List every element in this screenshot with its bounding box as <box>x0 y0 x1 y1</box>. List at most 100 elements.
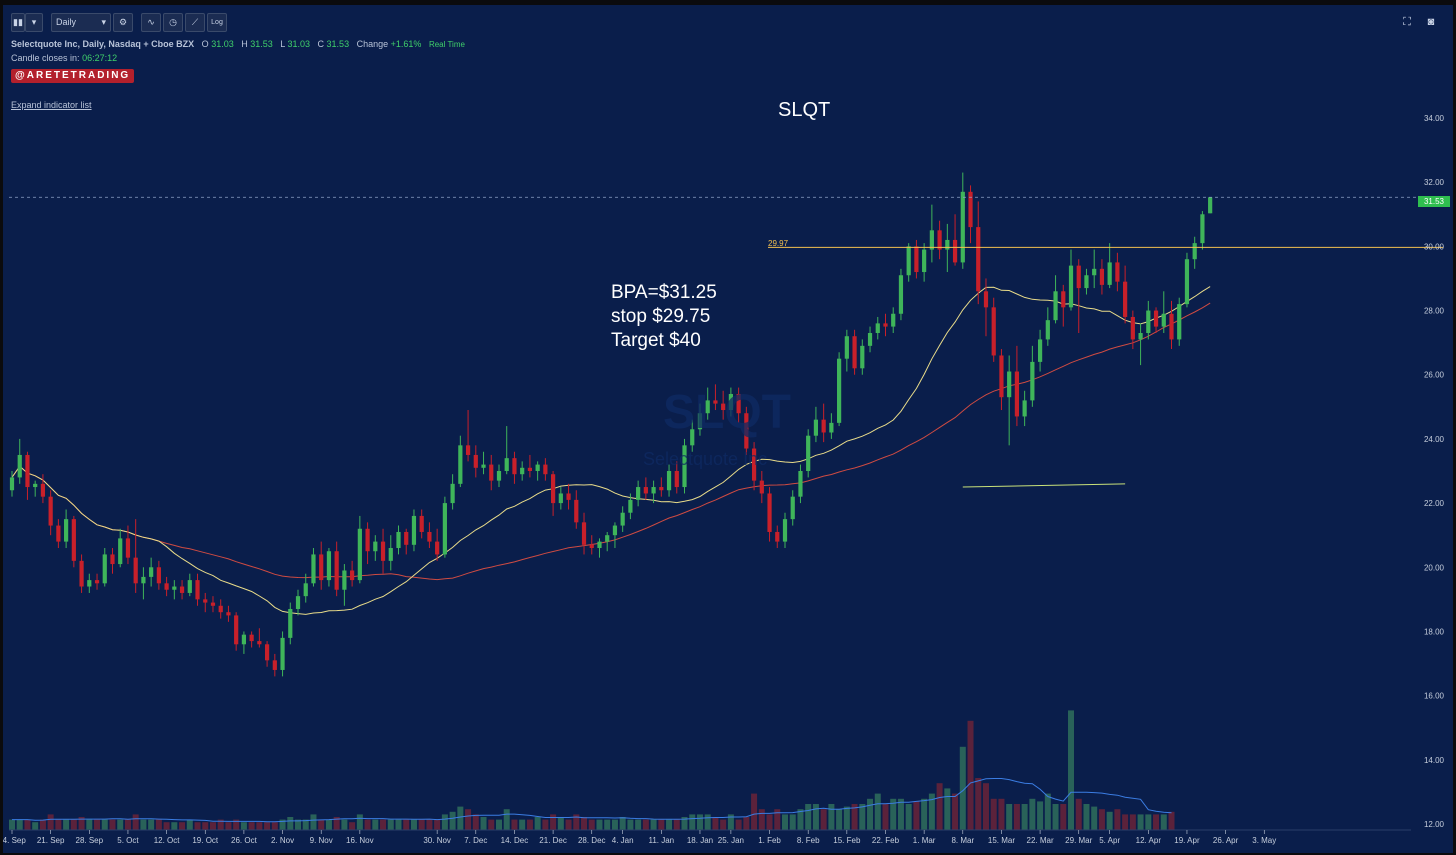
expand-indicator-link[interactable]: Expand indicator list <box>11 100 92 110</box>
low-label: L <box>280 39 285 49</box>
volume-bar <box>380 819 387 830</box>
time-axis-label: 5. Oct <box>117 836 139 845</box>
price-axis-label: 16.00 <box>1424 692 1445 701</box>
candle-body <box>674 471 679 488</box>
volume-bar <box>774 809 781 830</box>
chart-window: 34.00 32.00 30.00 28.00 26.00 24.00 22.00 20.00… <box>3 5 1453 853</box>
clock-icon[interactable]: ◷ <box>163 13 183 32</box>
volume-bar <box>1145 814 1152 830</box>
candle-body <box>666 471 672 491</box>
candle-body <box>589 544 594 549</box>
candle-body <box>141 576 146 584</box>
volume-bar <box>720 819 727 830</box>
indicator-icon[interactable]: ∿ <box>141 13 161 32</box>
volume-bar <box>828 804 835 830</box>
volume-bar <box>364 819 371 830</box>
candle-body <box>1208 197 1213 214</box>
candle-body <box>713 400 718 404</box>
volume-bar <box>1029 798 1036 830</box>
candle-body <box>767 493 772 532</box>
settings-icon[interactable]: ⚙ <box>113 13 133 32</box>
volume-bar <box>1021 804 1028 830</box>
volume-bar <box>959 746 966 830</box>
candle-body <box>272 660 277 670</box>
volume-bar <box>890 798 897 830</box>
chart-type-dropdown[interactable]: ▾ <box>25 13 43 32</box>
volume-bar <box>55 819 62 830</box>
candle-body <box>643 487 648 494</box>
time-axis-label: 14. Dec <box>501 836 529 845</box>
candle-body <box>450 483 455 504</box>
candle-body <box>682 445 687 488</box>
symbol-description: Selectquote Inc, Daily, Nasdaq + Cboe BZ… <box>11 39 195 49</box>
volume-bar <box>70 819 77 830</box>
candle-body <box>1184 259 1190 305</box>
candle-close-label: Candle closes in: <box>11 53 80 63</box>
volume-bar <box>666 819 673 830</box>
candle-body <box>249 634 254 642</box>
volume-bar <box>867 798 874 830</box>
candle-body <box>458 445 463 484</box>
candle-body <box>64 519 69 542</box>
volume-bar <box>333 817 340 830</box>
volume-bar <box>782 814 788 830</box>
candle-body <box>1138 333 1143 340</box>
volume-bar <box>39 819 46 830</box>
candle-body <box>133 557 138 584</box>
candle-body <box>94 580 100 584</box>
volume-bar <box>1160 814 1167 830</box>
price-axis-label: 24.00 <box>1424 435 1445 444</box>
price-axis-label: 30.00 <box>1424 242 1445 251</box>
time-axis-label: 9. Nov <box>310 836 333 845</box>
volume-bar <box>318 819 325 830</box>
log-icon[interactable]: Log <box>207 13 227 32</box>
candle-body <box>203 599 208 603</box>
fullscreen-icon[interactable]: ⛶ <box>1403 16 1411 28</box>
change-value: +1.61% <box>390 39 422 49</box>
price-chart[interactable]: 34.00 32.00 30.00 28.00 26.00 24.00 22.00 20.00… <box>3 5 1453 853</box>
candle-body <box>118 538 123 565</box>
candle-body <box>883 323 888 327</box>
volume-bar <box>1044 793 1051 830</box>
candle-body <box>821 419 826 433</box>
volume-bar <box>650 819 657 830</box>
close-label: C <box>317 39 325 49</box>
open-value: 31.03 <box>211 39 234 49</box>
volume-bar <box>1091 806 1098 830</box>
candles-icon[interactable]: ▮▮ <box>11 13 25 32</box>
candle-body <box>759 480 764 494</box>
price-axis-label: 14.00 <box>1424 756 1445 765</box>
volume-bar <box>16 819 23 830</box>
time-axis-label: 21. Dec <box>539 836 567 845</box>
volume-bar <box>395 819 402 830</box>
candle-body <box>234 615 239 645</box>
volume-bar <box>1075 798 1082 830</box>
volume-bar <box>63 819 70 830</box>
candle-body <box>411 515 417 545</box>
volume-bar <box>117 819 124 830</box>
last-price-tag: 31.53 <box>1418 196 1450 207</box>
volume-bar <box>696 814 703 830</box>
candle-body <box>1153 310 1159 327</box>
volume-bar <box>9 819 15 830</box>
interval-dropdown[interactable]: Daily ▾ <box>51 13 111 32</box>
volume-bar <box>155 819 162 830</box>
change-label: Change <box>356 39 389 49</box>
volume-bar <box>302 819 309 830</box>
time-axis-label: 8. Feb <box>797 836 820 845</box>
volume-bar <box>209 822 216 830</box>
candle-body <box>520 467 525 475</box>
candle-body <box>79 560 84 587</box>
camera-icon[interactable]: ◙ <box>1427 16 1435 28</box>
candle-body <box>489 464 494 481</box>
candle-body <box>744 413 749 449</box>
time-axis-label: 22. Mar <box>1027 836 1054 845</box>
strategy-icon[interactable]: ⟋ <box>185 13 205 32</box>
candle-body <box>999 355 1004 398</box>
volume-bar <box>998 798 1005 830</box>
volume-bar <box>542 819 549 830</box>
candle-body <box>357 528 362 581</box>
symbol-legend: Selectquote Inc, Daily, Nasdaq + Cboe BZ… <box>11 39 465 49</box>
price-axis-label: 22.00 <box>1424 499 1445 508</box>
volume-bar <box>94 819 101 830</box>
